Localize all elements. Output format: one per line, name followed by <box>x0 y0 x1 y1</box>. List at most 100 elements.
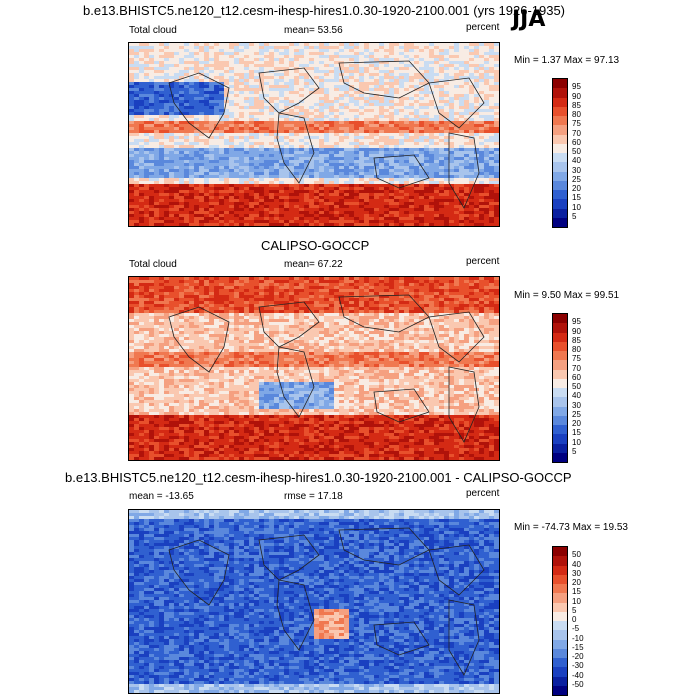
panel3-colorbar-labels: 50 40 30 20 15 10 5 0 -5 -10 -15 -20 -30 -40 -50 <box>572 546 612 694</box>
colorbar-swatch <box>553 556 567 566</box>
colorbar-tick-label: 25 <box>572 409 581 419</box>
colorbar-tick-label: 15 <box>572 193 581 203</box>
colorbar-tick-label: 50 <box>572 382 581 391</box>
panel2-colorbar <box>552 313 568 463</box>
colorbar-swatch <box>553 332 567 342</box>
panel1-map-field <box>129 43 499 226</box>
colorbar-swatch <box>553 106 567 116</box>
colorbar-swatch <box>553 397 567 407</box>
colorbar-tick-label: -10 <box>572 633 584 643</box>
colorbar-swatch <box>553 116 567 126</box>
panel1-colorbar-labels: 95 90 85 80 75 70 60 50 40 30 25 20 15 10 5 <box>572 78 612 226</box>
colorbar-swatch <box>553 351 567 361</box>
colorbar-swatch <box>553 406 567 416</box>
colorbar-tick-label: 25 <box>572 174 581 184</box>
colorbar-tick-label: 90 <box>572 91 581 101</box>
colorbar-swatch <box>553 134 567 144</box>
colorbar-tick-label: 5 <box>572 605 577 615</box>
panel3-title: b.e13.BHISTC5.ne120_t12.cesm-ihesp-hires… <box>65 470 572 485</box>
colorbar-swatch <box>553 190 567 200</box>
colorbar-swatch <box>553 171 567 181</box>
colorbar-tick-label: 40 <box>572 156 581 166</box>
panel2-map <box>128 276 500 461</box>
panel3-units-label: percent <box>466 488 500 499</box>
panel3-map-field <box>129 510 499 693</box>
colorbar-swatch <box>553 547 567 557</box>
panel1-mean-label: mean= 53.56 <box>284 25 343 36</box>
colorbar-swatch <box>553 360 567 370</box>
colorbar-tick-label: 50 <box>572 550 581 560</box>
figure-title: b.e13.BHISTC5.ne120_t12.cesm-ihesp-hires… <box>83 3 566 18</box>
colorbar-tick-label: 85 <box>572 100 581 110</box>
colorbar-tick-label: 20 <box>572 184 581 193</box>
panel1-minmax: Min = 1.37 Max = 97.13 <box>514 55 620 66</box>
colorbar-swatch <box>553 593 567 603</box>
colorbar-swatch <box>553 97 567 107</box>
colorbar-tick-label: 70 <box>572 128 581 138</box>
colorbar-swatch <box>553 378 567 388</box>
panel3-colorbar <box>552 546 568 696</box>
colorbar-swatch <box>553 314 567 324</box>
colorbar-tick-label: 30 <box>572 568 581 578</box>
colorbar-tick-label: -50 <box>572 679 584 689</box>
colorbar-swatch <box>553 162 567 172</box>
colorbar-tick-label: 95 <box>572 82 581 92</box>
colorbar-swatch <box>553 217 567 227</box>
colorbar-swatch <box>553 658 567 668</box>
panel3-map <box>128 509 500 694</box>
panel1-map <box>128 42 500 227</box>
colorbar-swatch <box>553 199 567 209</box>
colorbar-swatch <box>553 341 567 351</box>
colorbar-swatch <box>553 125 567 135</box>
colorbar-tick-label: -20 <box>572 652 584 661</box>
colorbar-swatch <box>553 388 567 398</box>
colorbar-swatch <box>553 425 567 435</box>
colorbar-tick-label: 90 <box>572 326 581 336</box>
colorbar-swatch <box>553 648 567 658</box>
colorbar-swatch <box>553 667 567 677</box>
colorbar-tick-label: 20 <box>572 419 581 428</box>
panel2-variable-label: Total cloud <box>129 259 177 270</box>
colorbar-swatch <box>553 369 567 379</box>
panel2-map-field <box>129 277 499 460</box>
colorbar-swatch <box>553 143 567 153</box>
panel2-mean-label: mean= 67.22 <box>284 259 343 270</box>
colorbar-swatch <box>553 153 567 163</box>
colorbar-tick-label: 70 <box>572 363 581 373</box>
panel3-minmax: Min = -74.73 Max = 19.53 <box>514 522 628 533</box>
colorbar-swatch <box>553 443 567 453</box>
colorbar-tick-label: -40 <box>572 670 584 680</box>
season-label: JJA <box>512 7 546 32</box>
panel2-units-label: percent <box>466 256 500 267</box>
colorbar-tick-label: 80 <box>572 345 581 354</box>
colorbar-swatch <box>553 685 567 695</box>
colorbar-swatch <box>553 88 567 98</box>
colorbar-swatch <box>553 574 567 584</box>
colorbar-tick-label: 60 <box>572 137 581 147</box>
colorbar-tick-label: 75 <box>572 119 581 129</box>
colorbar-tick-label: 30 <box>572 165 581 175</box>
colorbar-tick-label: 15 <box>572 587 581 597</box>
colorbar-swatch <box>553 676 567 686</box>
colorbar-tick-label: 20 <box>572 578 581 587</box>
panel2-title: CALIPSO-GOCCP <box>261 238 370 253</box>
colorbar-swatch <box>553 611 567 621</box>
panel1-variable-label: Total cloud <box>129 25 177 36</box>
colorbar-tick-label: 80 <box>572 110 581 119</box>
colorbar-tick-label: 15 <box>572 428 581 438</box>
colorbar-swatch <box>553 323 567 333</box>
panel3-mean-label: mean = -13.65 <box>129 491 194 502</box>
colorbar-tick-label: 40 <box>572 559 581 569</box>
colorbar-tick-label: 0 <box>572 615 577 624</box>
colorbar-swatch <box>553 630 567 640</box>
colorbar-tick-label: 60 <box>572 372 581 382</box>
panel2-colorbar-labels: 95 90 85 80 75 70 60 50 40 30 25 20 15 10 5 <box>572 313 612 461</box>
colorbar-tick-label: 30 <box>572 400 581 410</box>
colorbar-tick-label: 5 <box>572 446 577 456</box>
colorbar-tick-label: 10 <box>572 437 581 447</box>
colorbar-tick-label: 10 <box>572 202 581 212</box>
colorbar-tick-label: 40 <box>572 391 581 401</box>
panel2-minmax: Min = 9.50 Max = 99.51 <box>514 290 620 301</box>
colorbar-swatch <box>553 639 567 649</box>
colorbar-swatch <box>553 208 567 218</box>
